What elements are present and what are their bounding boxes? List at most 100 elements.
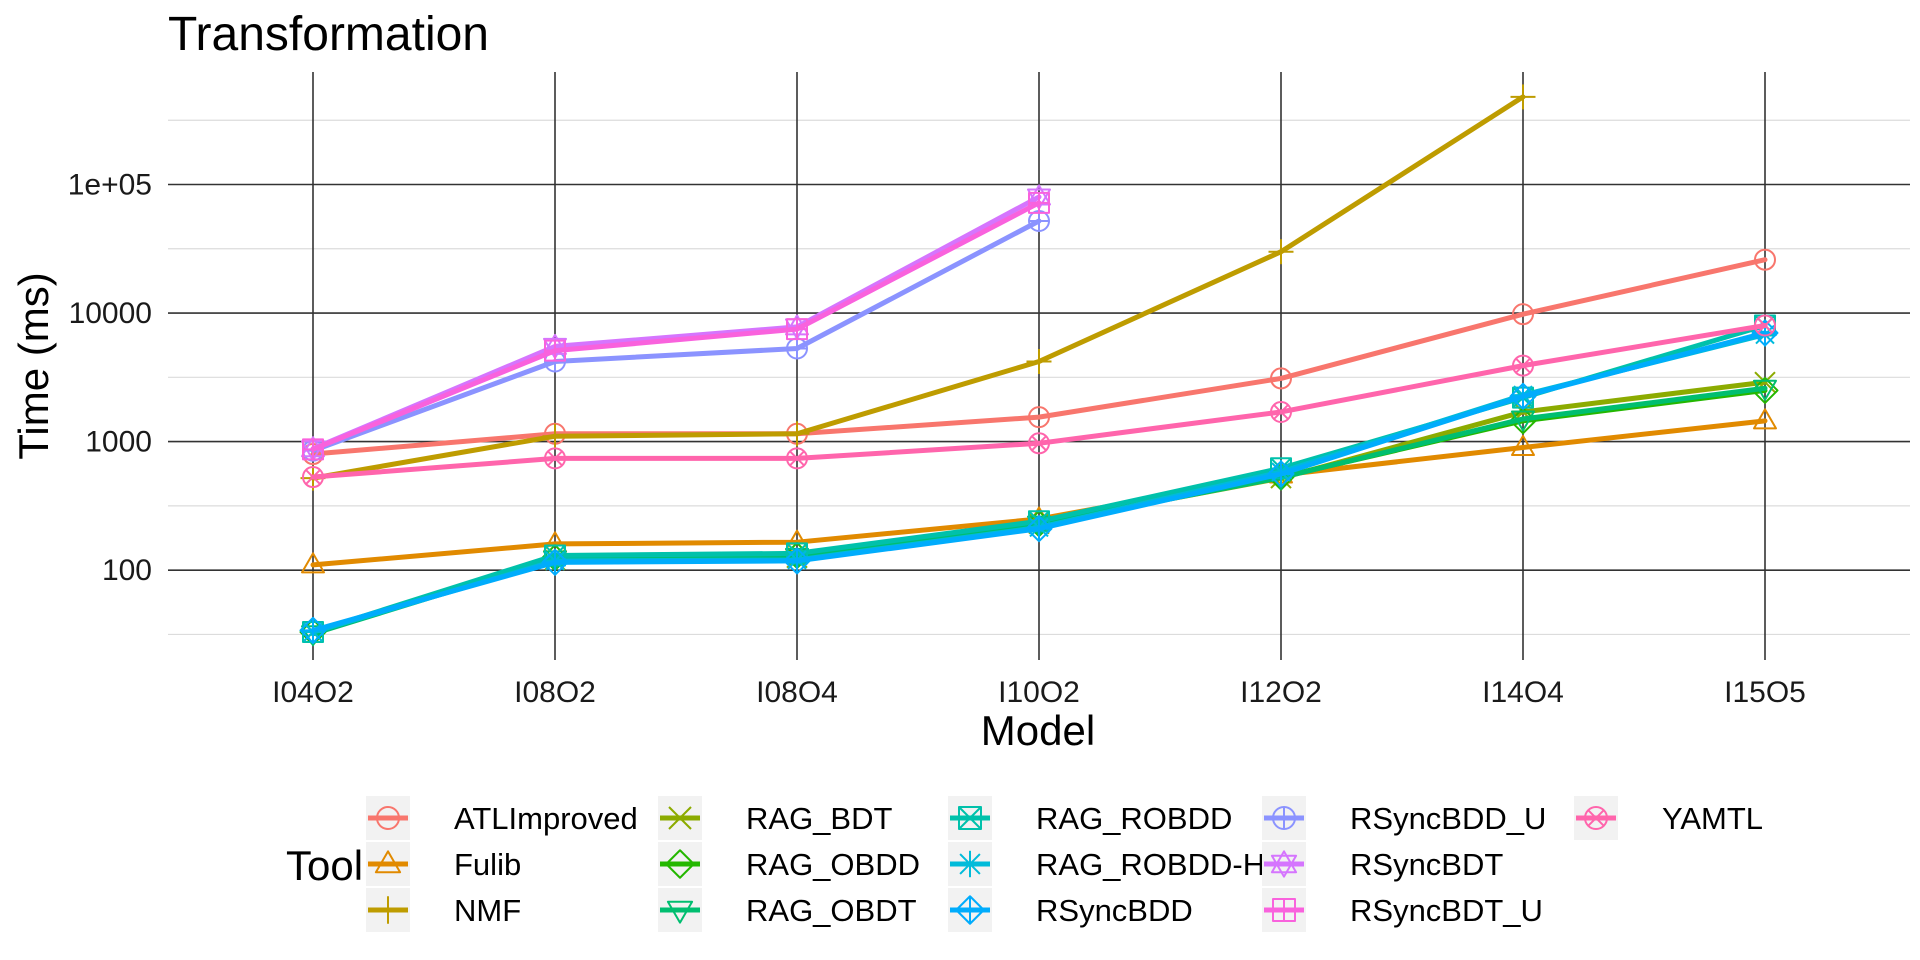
series-line	[310, 200, 1042, 452]
legend-key-marker	[376, 806, 400, 830]
series-line	[310, 94, 1526, 481]
legend-item: YAMTL	[1574, 796, 1763, 840]
legend-key-marker	[668, 806, 692, 830]
data-point	[1028, 191, 1050, 214]
legend: Tool ATLImproved Fulib NMF RAG_BDT RAG_OBDD R…	[286, 796, 1763, 932]
series-yamtl	[302, 314, 1776, 489]
legend-item: RSyncBDD_U	[1262, 796, 1546, 840]
y-axis-title: Time (ms)	[10, 272, 57, 459]
data-point	[1509, 382, 1537, 410]
x-axis-title: Model	[981, 707, 1095, 754]
data-point	[786, 447, 808, 470]
legend-item: RSyncBDT_U	[1262, 888, 1543, 932]
legend-item: RAG_OBDT	[658, 888, 917, 932]
data-point	[1511, 410, 1535, 432]
legend-title: Tool	[286, 842, 363, 889]
y-axis-ticks: 100 1000 10000 1e+05	[68, 168, 152, 587]
data-point	[1753, 408, 1777, 430]
legend-item: RSyncBDD	[948, 888, 1193, 932]
data-point	[1270, 400, 1292, 423]
legend-item: RSyncBDT	[1262, 842, 1503, 886]
legend-label: RAG_OBDT	[746, 893, 917, 928]
data-point	[544, 339, 566, 362]
data-point	[1028, 209, 1050, 232]
x-tick-label: I08O2	[514, 676, 596, 709]
legend-label: RAG_ROBDD-H	[1036, 847, 1265, 882]
data-point	[544, 447, 566, 470]
legend-item: ATLImproved	[366, 796, 638, 840]
x-axis-ticks: I04O2 I08O2 I08O4 I10O2 I12O2 I14O4 I15O5	[272, 676, 1806, 709]
data-point	[301, 552, 325, 574]
data-point	[299, 616, 327, 644]
legend-item: NMF	[366, 888, 521, 932]
legend-key-marker	[1584, 806, 1608, 830]
legend-key-marker	[374, 850, 402, 874]
data-point	[1510, 84, 1536, 110]
data-point	[302, 438, 324, 461]
legend-label: NMF	[454, 893, 521, 928]
data-point	[1511, 434, 1535, 456]
data-point	[783, 547, 811, 575]
y-tick-label: 1000	[85, 426, 152, 459]
chart-title: Transformation	[168, 8, 489, 61]
legend-key-marker	[1272, 806, 1296, 830]
data-point	[1512, 303, 1534, 326]
data-point	[1753, 379, 1777, 401]
legend-item: RAG_OBDD	[658, 842, 920, 886]
series-nmf	[300, 84, 1536, 491]
data-point	[541, 548, 569, 576]
data-point	[302, 466, 324, 489]
legend-label: YAMTL	[1662, 801, 1763, 836]
data-point	[786, 337, 808, 360]
data-point	[542, 423, 568, 449]
legend-key-marker	[374, 896, 402, 924]
legend-label: RSyncBDT_U	[1350, 893, 1543, 928]
x-tick-label: I12O2	[1240, 676, 1322, 709]
legend-key-marker	[956, 850, 984, 878]
x-tick-label: I10O2	[998, 676, 1080, 709]
legend-key-marker	[1272, 898, 1296, 922]
y-tick-label: 1e+05	[68, 168, 152, 201]
legend-key-marker	[1270, 850, 1298, 878]
data-point	[784, 421, 810, 447]
data-point	[1267, 460, 1295, 488]
legend-item: RAG_ROBDD	[948, 796, 1232, 840]
legend-key-marker	[958, 806, 982, 830]
legend-key-marker	[666, 900, 694, 924]
x-tick-label: I08O4	[756, 676, 838, 709]
legend-label: RSyncBDD_U	[1350, 801, 1546, 836]
data-point	[1268, 239, 1294, 265]
legend-item: Fulib	[366, 842, 521, 886]
data-point	[1028, 432, 1050, 455]
series-rsyncbdd	[299, 319, 1779, 644]
legend-key-marker	[665, 849, 695, 879]
legend-label: Fulib	[454, 847, 521, 882]
legend-label: RSyncBDT	[1350, 847, 1503, 882]
legend-label: RAG_OBDD	[746, 847, 920, 882]
legend-item: RAG_ROBDD-H	[948, 842, 1265, 886]
legend-label: RAG_ROBDD	[1036, 801, 1232, 836]
data-point	[1754, 248, 1776, 271]
legend-key-marker	[955, 895, 985, 925]
data-point	[1026, 348, 1052, 374]
x-tick-label: I14O4	[1482, 676, 1564, 709]
data-point	[1754, 314, 1776, 337]
x-tick-label: I04O2	[272, 676, 354, 709]
data-point	[1025, 515, 1053, 543]
legend-label: RAG_BDT	[746, 801, 892, 836]
series-layer	[299, 84, 1779, 647]
y-tick-label: 10000	[69, 297, 152, 330]
series-rsyncbdt-u	[302, 191, 1050, 461]
legend-item: RAG_BDT	[658, 796, 892, 840]
data-point	[1028, 406, 1050, 429]
x-tick-label: I15O5	[1724, 676, 1806, 709]
legend-label: RSyncBDD	[1036, 893, 1193, 928]
data-point	[1270, 367, 1292, 390]
legend-label: ATLImproved	[454, 801, 638, 836]
series-line	[310, 218, 1042, 454]
series-rsyncbdt	[301, 184, 1051, 462]
y-tick-label: 100	[102, 554, 152, 587]
data-point	[1512, 354, 1534, 377]
data-point	[786, 318, 808, 341]
